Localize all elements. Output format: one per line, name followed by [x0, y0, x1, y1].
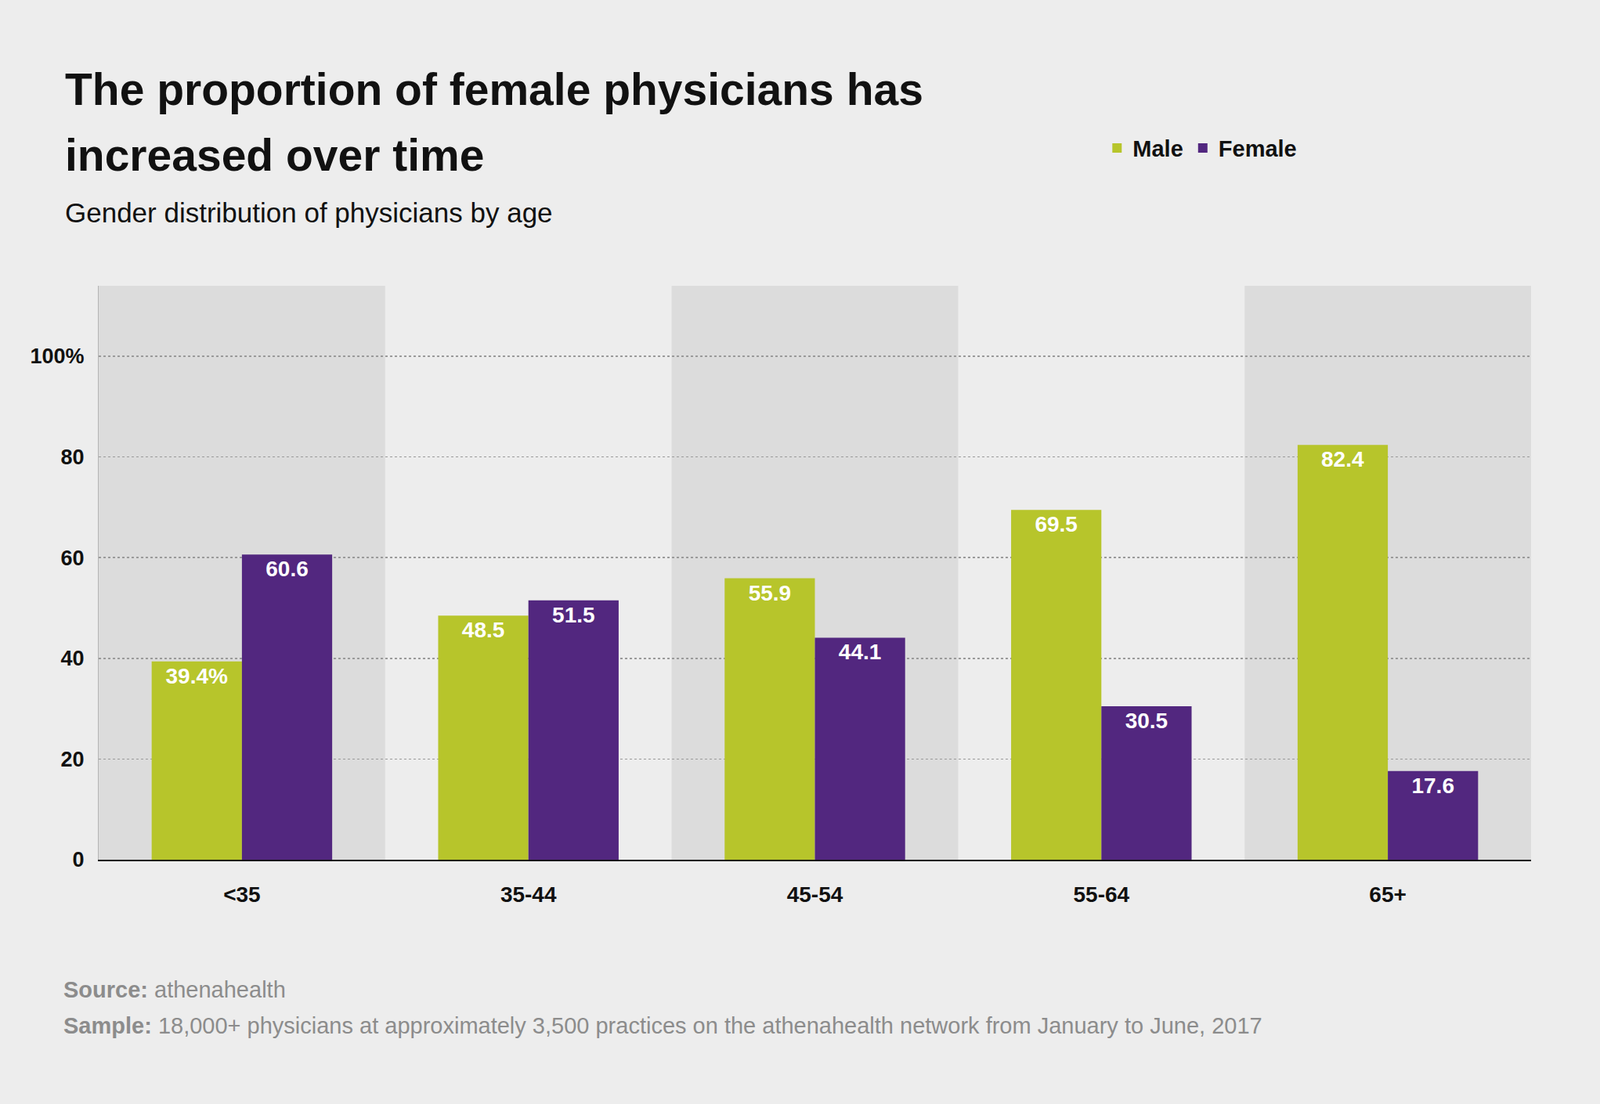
html-text:The proportion of female physi: The proportion of female physicians has …: [65, 64, 924, 181]
svg-text:<35: <35: [223, 882, 261, 907]
svg-text:Female: Female: [1218, 136, 1297, 162]
svg-text:60: 60: [61, 546, 85, 571]
svg-text:0: 0: [72, 848, 85, 872]
svg-text:100%: 100%: [30, 344, 85, 369]
svg-text:40: 40: [61, 646, 85, 671]
svg-text:55.9: 55.9: [748, 581, 792, 606]
svg-text:80: 80: [61, 445, 85, 470]
html-text:Sample: 18,000+ physicians at: Sample: 18,000+ physicians at approximat…: [63, 1013, 1263, 1039]
svg-text:30.5: 30.5: [1125, 708, 1169, 734]
svg-text:20: 20: [61, 747, 85, 772]
svg-text:17.6: 17.6: [1411, 773, 1455, 799]
svg-text:35-44: 35-44: [500, 882, 557, 907]
svg-text:39.4%: 39.4%: [166, 664, 228, 689]
svg-text:55-64: 55-64: [1072, 882, 1130, 907]
html-text:Source: athenahealth: Source: athenahealth: [63, 977, 286, 1003]
html-text:Gender distribution of physici: Gender distribution of physicians by age: [65, 197, 553, 228]
svg-text:82.4: 82.4: [1321, 447, 1365, 472]
svg-text:60.6: 60.6: [265, 556, 309, 582]
svg-text:44.1: 44.1: [838, 639, 882, 665]
svg-text:48.5: 48.5: [462, 617, 506, 643]
svg-text:45-54: 45-54: [787, 882, 844, 907]
svg-text:69.5: 69.5: [1034, 512, 1078, 537]
svg-text:65+: 65+: [1368, 882, 1407, 907]
svg-text:51.5: 51.5: [552, 603, 596, 628]
svg-text:Male: Male: [1132, 136, 1183, 162]
